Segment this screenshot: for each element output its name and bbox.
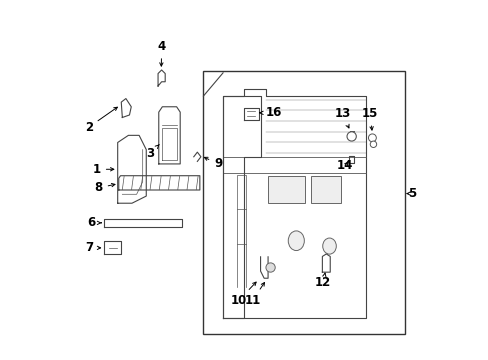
Text: 16: 16	[259, 106, 282, 120]
Ellipse shape	[287, 231, 304, 251]
Text: 2: 2	[84, 107, 117, 134]
Text: 15: 15	[361, 107, 378, 130]
Text: 13: 13	[334, 107, 350, 128]
Circle shape	[346, 132, 356, 141]
Circle shape	[367, 134, 376, 142]
Text: 11: 11	[244, 283, 264, 307]
Text: 4: 4	[157, 40, 165, 66]
Circle shape	[369, 141, 376, 148]
Text: 14: 14	[336, 159, 353, 172]
Bar	[203, 71, 405, 334]
Ellipse shape	[322, 238, 336, 254]
Text: 1: 1	[93, 163, 114, 176]
Text: 6: 6	[87, 216, 101, 229]
Text: 12: 12	[314, 273, 330, 289]
Text: 7: 7	[84, 241, 101, 255]
Text: 3: 3	[146, 144, 159, 160]
Text: 9: 9	[204, 157, 222, 170]
Text: 10: 10	[230, 282, 256, 307]
Text: 8: 8	[94, 181, 115, 194]
Text: 5: 5	[407, 187, 415, 200]
Bar	[310, 176, 340, 203]
Bar	[267, 176, 305, 203]
Circle shape	[265, 263, 275, 272]
